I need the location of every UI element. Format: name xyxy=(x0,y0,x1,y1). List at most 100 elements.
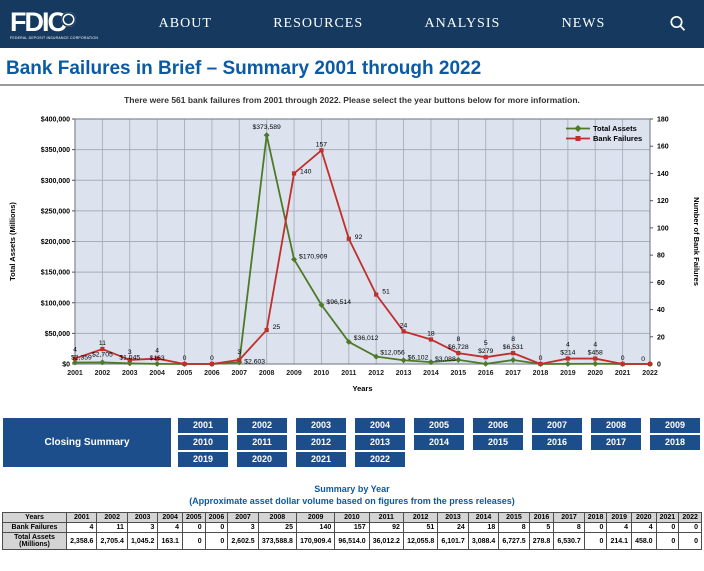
svg-text:$350,000: $350,000 xyxy=(41,147,70,154)
svg-text:$1,045: $1,045 xyxy=(119,354,140,361)
year-button-2006[interactable]: 2006 xyxy=(473,418,523,433)
svg-text:$36,012: $36,012 xyxy=(354,335,379,342)
table-cell: 0 xyxy=(583,532,608,551)
svg-text:0: 0 xyxy=(657,362,661,369)
year-button-2016[interactable]: 2016 xyxy=(532,435,582,450)
nav-item-about[interactable]: ABOUT xyxy=(158,16,212,31)
svg-text:$2,359: $2,359 xyxy=(71,355,92,362)
table-cell: 0 xyxy=(181,532,206,551)
chart-svg: $0 $50,000 $100,000 $150,000 $200,000 $250,00… xyxy=(8,117,701,394)
bank-failures-chart: $0 $50,000 $100,000 $150,000 $200,000 $250,00… xyxy=(0,107,704,412)
summary-table-heading: Summary by Year (Approximate asset dolla… xyxy=(0,483,704,507)
year-button-2018[interactable]: 2018 xyxy=(650,435,700,450)
summary-table-title: Summary by Year xyxy=(314,484,390,494)
svg-text:80: 80 xyxy=(657,253,665,260)
closing-summary-label: Closing Summary xyxy=(3,418,171,467)
table-col-2022: 2022 xyxy=(678,512,702,524)
svg-text:$6,102: $6,102 xyxy=(408,354,429,361)
year-button-2005[interactable]: 2005 xyxy=(414,418,464,433)
table-cell: 4 xyxy=(157,522,183,534)
year-button-2020[interactable]: 2020 xyxy=(237,452,287,467)
table-cell: 36,012.2 xyxy=(368,532,404,551)
year-button-2011[interactable]: 2011 xyxy=(237,435,287,450)
svg-text:157: 157 xyxy=(316,141,328,148)
year-button-2017[interactable]: 2017 xyxy=(591,435,641,450)
table-col-2002: 2002 xyxy=(96,512,128,524)
svg-text:100: 100 xyxy=(657,225,669,232)
svg-text:2011: 2011 xyxy=(341,370,356,377)
table-row-label: Total Assets (Millions) xyxy=(2,532,67,551)
fdic-logo-text: FDIC xyxy=(10,6,67,37)
year-button-2001[interactable]: 2001 xyxy=(178,418,228,433)
svg-text:$170,909: $170,909 xyxy=(299,253,328,260)
svg-text:2020: 2020 xyxy=(587,370,603,377)
year-button-2019[interactable]: 2019 xyxy=(178,452,228,467)
summary-table-subtitle: (Approximate asset dollar volume based o… xyxy=(189,496,515,507)
svg-text:160: 160 xyxy=(657,144,669,151)
svg-text:2004: 2004 xyxy=(149,370,165,377)
table-col-2010: 2010 xyxy=(334,512,370,524)
search-button[interactable] xyxy=(666,12,690,36)
svg-text:140: 140 xyxy=(657,171,669,178)
year-button-2007[interactable]: 2007 xyxy=(532,418,582,433)
table-col-2014: 2014 xyxy=(467,512,500,524)
year-button-2015[interactable]: 2015 xyxy=(473,435,523,450)
table-col-2006: 2006 xyxy=(204,512,229,524)
table-col-2021: 2021 xyxy=(655,512,680,524)
table-cell: 0 xyxy=(655,522,680,534)
table-col-2011: 2011 xyxy=(368,512,404,524)
year-button-2014[interactable]: 2014 xyxy=(414,435,464,450)
svg-text:Years: Years xyxy=(352,384,372,393)
year-button-2022[interactable]: 2022 xyxy=(355,452,405,467)
year-button-2004[interactable]: 2004 xyxy=(355,418,405,433)
nav-item-analysis[interactable]: ANALYSIS xyxy=(424,16,501,31)
svg-text:0: 0 xyxy=(183,355,187,362)
closing-summary-section: Closing Summary 2001 2002 2003 2004 2005 2006… xyxy=(3,418,700,467)
table-col-2003: 2003 xyxy=(126,512,159,524)
table-cell: 96,514.0 xyxy=(334,532,370,551)
summary-table: Years 2001 2002 2003 2004 2005 2006 2007 2008 200… xyxy=(2,512,702,551)
table-cell: 0 xyxy=(678,522,702,534)
year-button-2010[interactable]: 2010 xyxy=(178,435,228,450)
table-cell: 373,588.8 xyxy=(257,532,297,551)
table-col-2004: 2004 xyxy=(157,512,183,524)
table-cell: 25 xyxy=(257,522,297,534)
table-cell: 3 xyxy=(126,522,159,534)
year-button-2013[interactable]: 2013 xyxy=(355,435,405,450)
svg-text:2013: 2013 xyxy=(396,370,412,377)
table-col-2016: 2016 xyxy=(528,512,555,524)
table-cell: 458.0 xyxy=(630,532,657,551)
svg-text:Bank Failures: Bank Failures xyxy=(593,134,642,143)
nav-item-news[interactable]: NEWS xyxy=(561,16,606,31)
year-button-2021[interactable]: 2021 xyxy=(296,452,346,467)
nav-item-resources[interactable]: RESOURCES xyxy=(273,16,364,31)
table-cell: 2,358.6 xyxy=(65,532,98,551)
table-cell: 5 xyxy=(528,522,555,534)
svg-text:5: 5 xyxy=(484,340,488,347)
year-button-2012[interactable]: 2012 xyxy=(296,435,346,450)
table-cell: 0 xyxy=(655,532,680,551)
svg-text:140: 140 xyxy=(300,168,312,175)
svg-text:Total Assets: Total Assets xyxy=(593,124,637,133)
svg-text:2006: 2006 xyxy=(204,370,220,377)
fdic-seal-icon xyxy=(61,11,76,27)
table-cell: 170,909.4 xyxy=(295,532,336,551)
year-button-2002[interactable]: 2002 xyxy=(237,418,287,433)
svg-text:$279: $279 xyxy=(478,348,493,355)
table-row: Bank Failures 4 11 3 4 0 0 3 25 140 157 92 51 24 18 8 5 8… xyxy=(2,522,702,534)
year-button-2003[interactable]: 2003 xyxy=(296,418,346,433)
table-cell: 163.1 xyxy=(157,532,183,551)
year-button-2008[interactable]: 2008 xyxy=(591,418,641,433)
table-col-2007: 2007 xyxy=(227,512,259,524)
table-col-2019: 2019 xyxy=(606,512,632,524)
fdic-logo[interactable]: FDIC FEDERAL DEPOSIT INSURANCE CORPORATI… xyxy=(10,6,98,40)
svg-text:$373,589: $373,589 xyxy=(252,124,281,131)
table-cell: 8 xyxy=(498,522,530,534)
year-button-2009[interactable]: 2009 xyxy=(650,418,700,433)
svg-text:4: 4 xyxy=(593,342,597,349)
svg-text:25: 25 xyxy=(273,324,281,331)
svg-text:24: 24 xyxy=(400,322,408,329)
svg-text:2014: 2014 xyxy=(423,370,439,377)
svg-text:4: 4 xyxy=(155,348,159,355)
